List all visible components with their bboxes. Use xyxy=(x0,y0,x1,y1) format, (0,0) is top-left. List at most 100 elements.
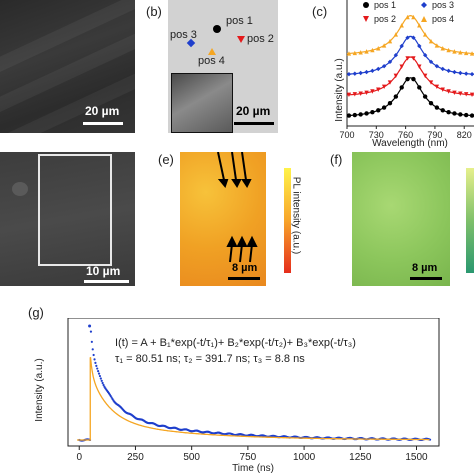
panel-c-data-point xyxy=(417,64,422,69)
panel-c-data-point xyxy=(352,112,358,118)
panel-g-xtick-label: 250 xyxy=(127,452,144,463)
panel-d-scalebar xyxy=(84,280,129,283)
panel-g-xtick-label: 500 xyxy=(183,452,200,463)
panel-c-data-point xyxy=(381,43,387,48)
panel-c-data-point xyxy=(352,92,358,97)
panel-c-data-point xyxy=(405,35,410,40)
panel-c-xtick-label: 790 xyxy=(427,130,442,140)
panel-d-scalebar-label: 10 µm xyxy=(86,264,121,278)
panel-c-data-point xyxy=(346,113,352,118)
panel-c-legend-marker xyxy=(421,16,427,22)
panel-c-series-line xyxy=(346,77,474,117)
panel-c-data-point xyxy=(446,47,451,53)
panel-a-image: 20 µm xyxy=(0,0,135,133)
panel-c-data-point xyxy=(440,46,445,51)
panel-b-inset-image xyxy=(171,73,233,133)
panel-c-data-point xyxy=(399,85,404,90)
panel-c-data-point xyxy=(352,71,358,76)
panel-c-data-point xyxy=(364,69,369,75)
panel-c-data-point xyxy=(469,113,474,118)
panel-c-data-point xyxy=(376,87,381,92)
panel-g-ylabel: Intensity (a.u.) xyxy=(34,358,45,421)
panel-c-data-point xyxy=(376,108,381,113)
panel-c-xtick-label: 820 xyxy=(457,130,472,140)
panel-c-data-point xyxy=(446,68,451,74)
panel-g-label: (g) xyxy=(28,305,44,320)
panel-c-data-point xyxy=(458,50,463,55)
panel-g-data-point xyxy=(100,379,103,382)
pos-4-marker xyxy=(208,48,216,55)
pos-2-marker xyxy=(237,36,245,43)
panel-g-data-point xyxy=(96,367,99,370)
panel-c-xlabel: Wavelength (nm) xyxy=(372,138,448,148)
panel-g-data-point xyxy=(99,377,102,380)
panel-c-data-point xyxy=(411,76,416,82)
panel-g-data-point xyxy=(97,370,100,373)
panel-c-data-point xyxy=(422,94,428,99)
panel-c-data-point xyxy=(370,110,375,115)
panel-c-data-point xyxy=(458,70,463,76)
panel-c-data-point xyxy=(428,101,434,106)
panel-b-image: pos 1 pos 2 pos 3 pos 4 20 µm xyxy=(168,0,278,133)
panel-c-data-point xyxy=(387,59,393,65)
panel-c-data-point xyxy=(463,71,469,76)
panel-c-data-point xyxy=(399,23,404,28)
pos-1-marker xyxy=(213,25,221,33)
panel-g-xtick-label: 1000 xyxy=(293,452,316,463)
panel-c-data-point xyxy=(399,64,404,69)
panel-c-data-point xyxy=(452,111,457,116)
panel-c-data-point xyxy=(446,89,451,94)
panel-c-data-point xyxy=(452,49,457,54)
panel-d-selection-box xyxy=(38,154,112,266)
panel-c-data-point xyxy=(440,108,445,113)
panel-g-data-point xyxy=(102,383,105,387)
panel-c-xtick-label: 760 xyxy=(398,130,413,140)
panel-c-data-point xyxy=(463,92,469,97)
panel-c-data-point xyxy=(411,14,416,20)
panel-d-particle xyxy=(12,182,28,196)
panel-c-data-point xyxy=(417,23,422,28)
panel-c-data-point xyxy=(458,91,463,96)
panel-c-data-point xyxy=(393,94,399,99)
panel-c-legend-label: pos 1 xyxy=(374,0,396,10)
panel-g-data-point xyxy=(98,374,102,378)
panel-c-data-point xyxy=(376,66,381,72)
panel-c-data-point xyxy=(346,92,352,98)
panel-c-data-point xyxy=(469,71,474,77)
panel-c-data-point xyxy=(364,111,369,116)
pos-3-label: pos 3 xyxy=(170,29,197,41)
panel-f-label: (f) xyxy=(330,152,343,167)
panel-g-data-point xyxy=(89,330,93,333)
panel-c-data-point xyxy=(364,49,369,54)
panel-e-scalebar-label: 8 µm xyxy=(232,262,258,274)
panel-c-data-point xyxy=(434,105,440,110)
panel-c-data-point xyxy=(346,71,352,77)
panel-c-data-point xyxy=(440,66,445,72)
panel-c-data-point xyxy=(417,85,422,90)
panel-c-legend-label: pos 2 xyxy=(374,14,396,24)
panel-c-ylabel: Intensity (a.u.) xyxy=(334,58,345,121)
panel-c-legend-marker xyxy=(363,16,369,22)
panel-c-data-point xyxy=(399,43,404,49)
panel-e-scalebar xyxy=(228,277,260,280)
panel-c-label: (c) xyxy=(312,4,328,19)
panel-c-data-point xyxy=(434,84,440,90)
panel-c-data-point xyxy=(463,50,469,56)
panel-g-xtick-label: 0 xyxy=(76,452,82,463)
panel-c-legend-marker xyxy=(421,2,427,8)
panel-g-data-point xyxy=(95,364,98,367)
panel-c-data-point xyxy=(422,32,428,37)
panel-f-scalebar xyxy=(410,277,442,280)
panel-c-data-point xyxy=(405,76,410,82)
panel-c-data-point xyxy=(381,84,387,90)
panel-c-data-point xyxy=(358,112,363,117)
panel-c-data-point xyxy=(358,91,363,96)
panel-c-data-point xyxy=(358,70,363,76)
panel-c-data-point xyxy=(440,87,445,92)
panel-g-axes-frame xyxy=(67,318,440,447)
panel-g-data-point xyxy=(91,348,94,351)
panel-e-label: (e) xyxy=(158,152,174,167)
panel-c-data-point xyxy=(405,14,410,20)
panel-e-colorbar-label: PL intensity (a.u.) xyxy=(290,176,302,255)
panel-c-series-line xyxy=(346,35,474,75)
